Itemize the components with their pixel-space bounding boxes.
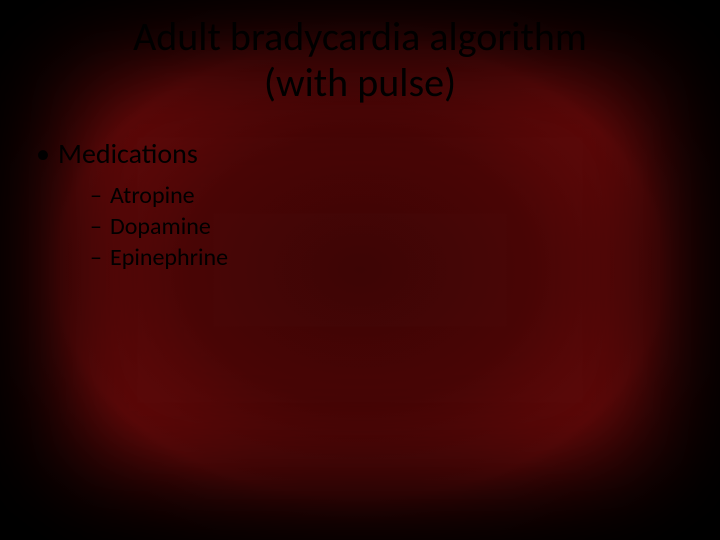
title-line-2: (with pulse) [264, 58, 456, 107]
bullet-lvl2-group: –Atropine –Dopamine –Epinephrine [90, 181, 684, 272]
bullet-dash-icon: – [90, 243, 110, 272]
bullet-lvl1: •Medications [36, 136, 684, 171]
slide-title: Adult bradycardia algorithm (with pulse) [0, 14, 720, 106]
bullet-lvl2: –Atropine [90, 181, 684, 210]
slide: Adult bradycardia algorithm (with pulse)… [0, 0, 720, 540]
bullet-dot-icon: • [36, 136, 58, 171]
bullet-dash-icon: – [90, 212, 110, 241]
bullet-dash-icon: – [90, 181, 110, 210]
bullet-lvl2: –Epinephrine [90, 243, 684, 272]
bullet-lvl2-text: Epinephrine [110, 243, 228, 272]
bullet-lvl2: –Dopamine [90, 212, 684, 241]
bullet-lvl2-text: Atropine [110, 181, 195, 210]
title-line-1: Adult bradycardia algorithm [133, 12, 587, 61]
bullet-lvl1-text: Medications [58, 136, 198, 171]
bullet-lvl2-text: Dopamine [110, 212, 211, 241]
slide-body: •Medications –Atropine –Dopamine –Epinep… [36, 136, 684, 274]
